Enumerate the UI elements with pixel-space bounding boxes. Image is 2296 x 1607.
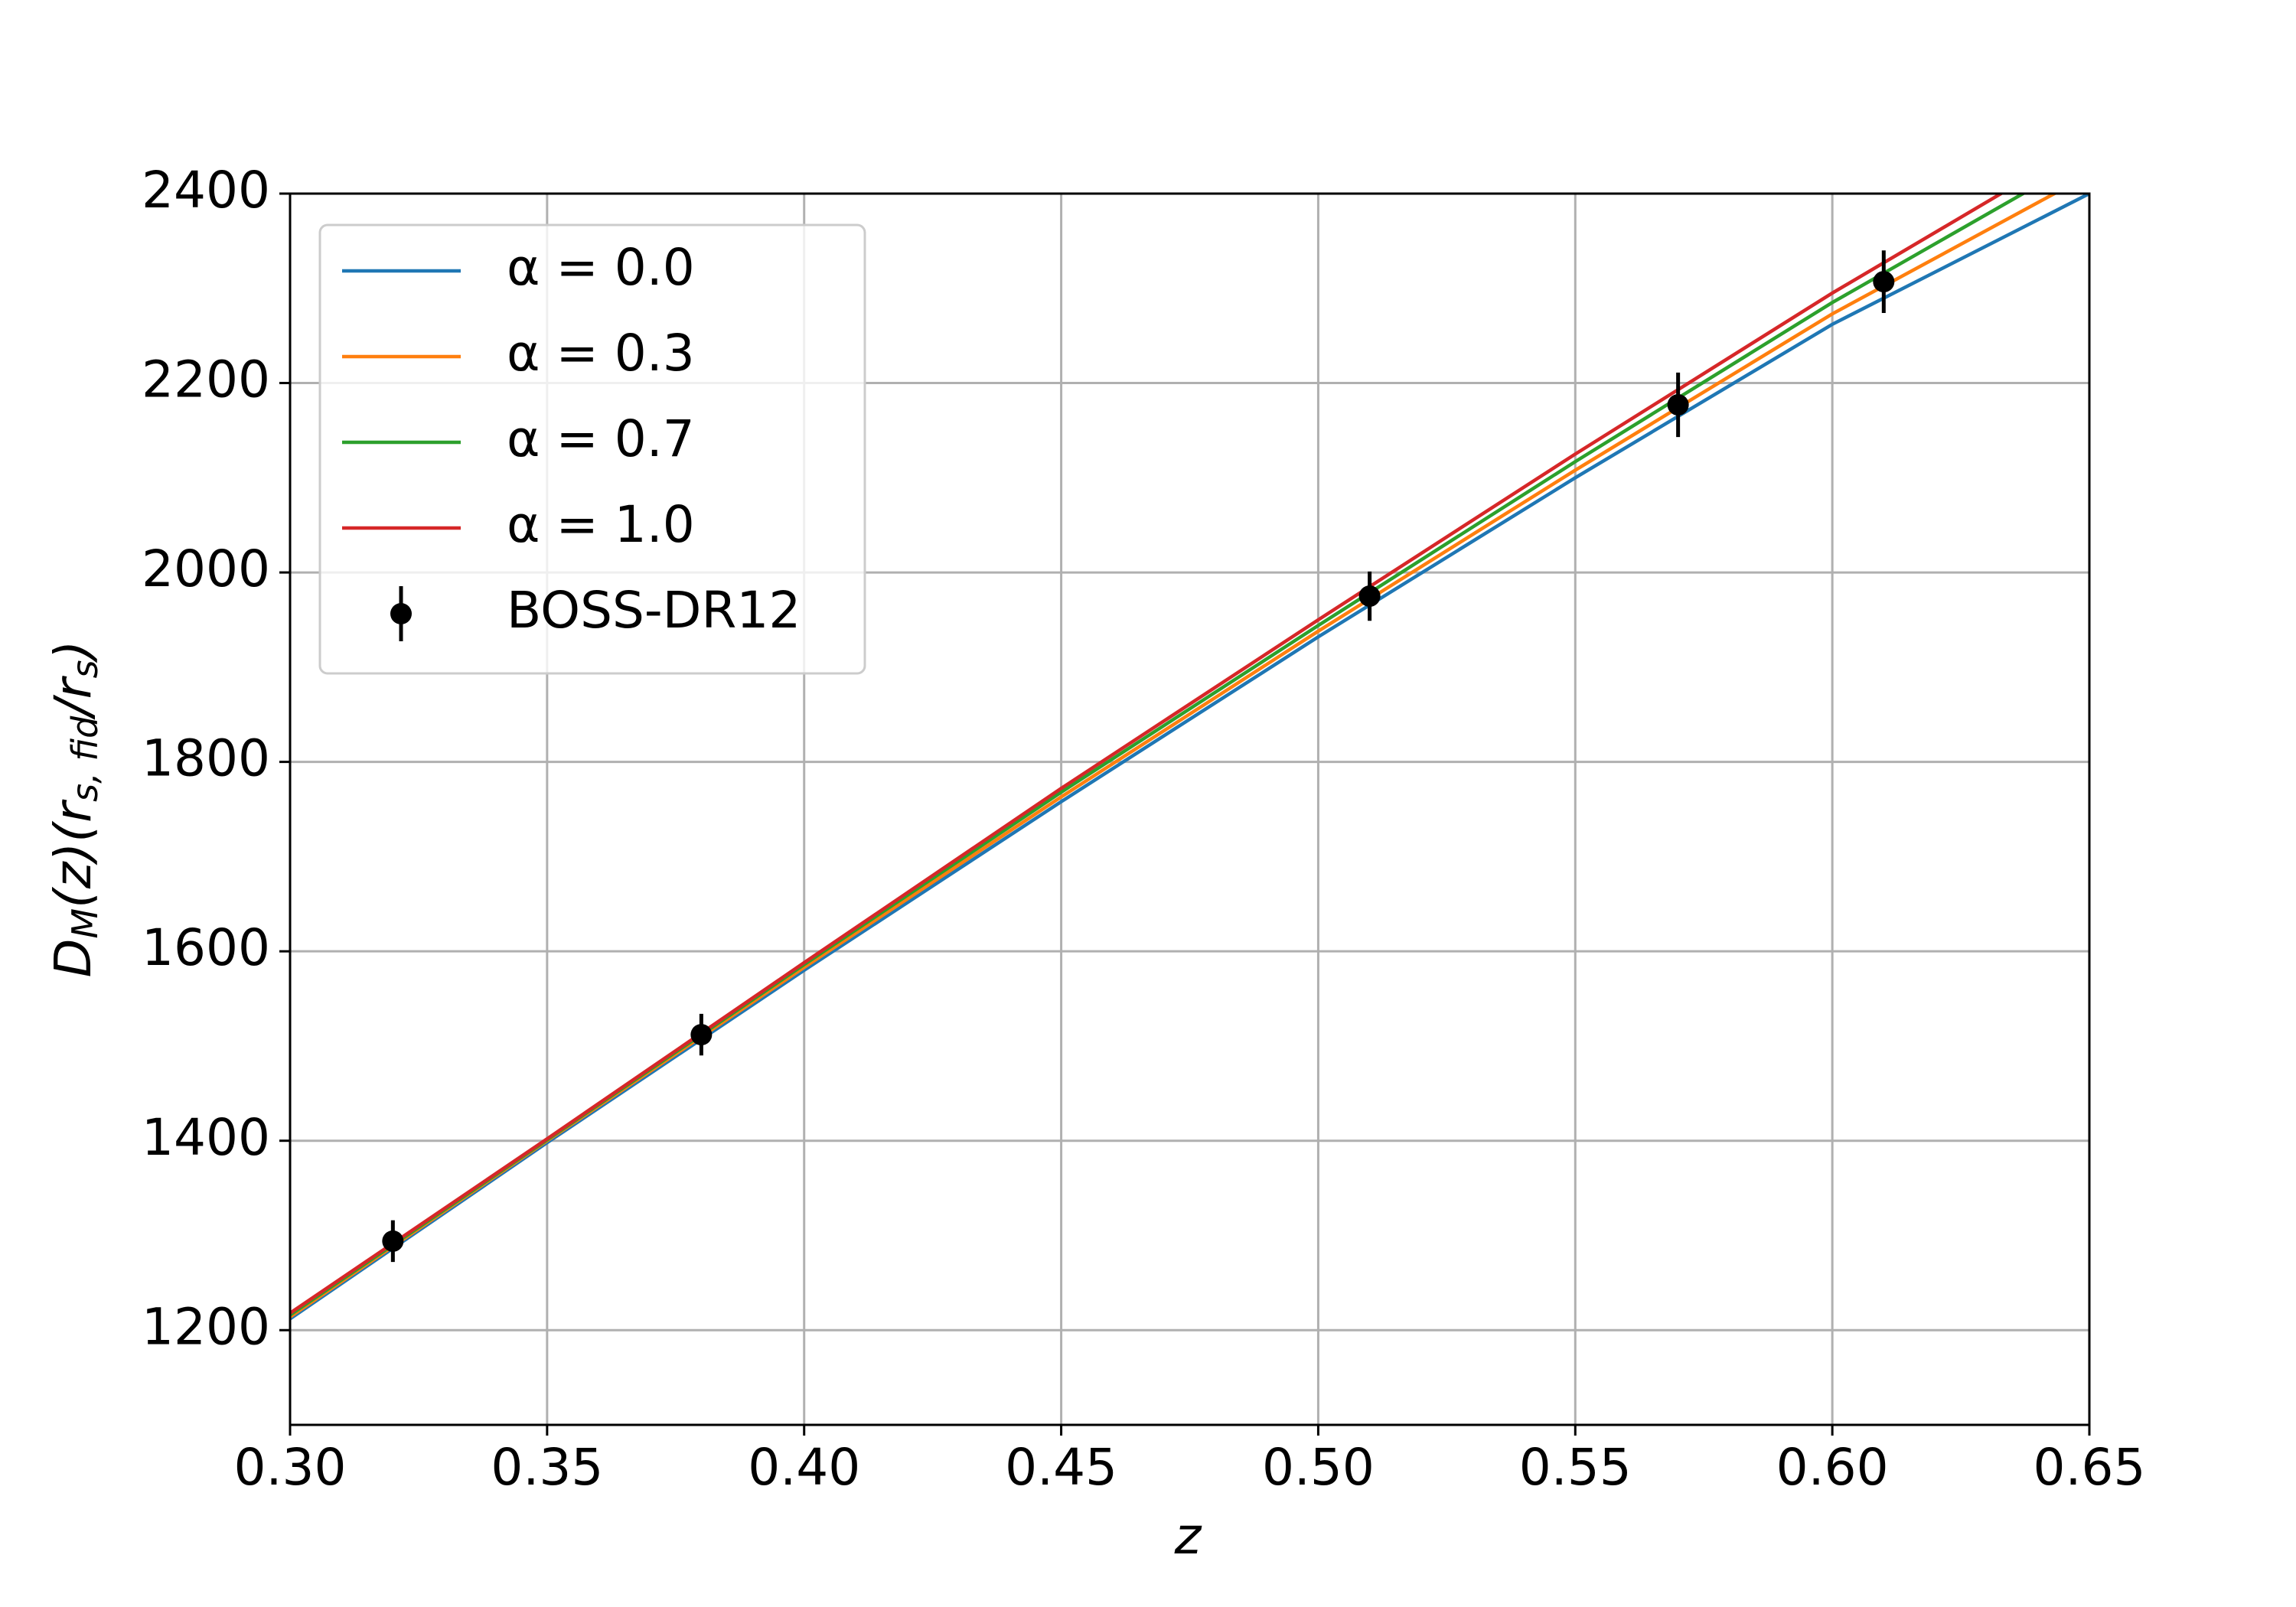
- legend-label: BOSS-DR12: [507, 581, 801, 640]
- axes-frame: [289, 192, 2091, 1426]
- legend-swatch: [390, 603, 412, 624]
- y-tick-label: 2200: [142, 350, 270, 409]
- series-line: [290, 194, 2004, 1315]
- x-tick-label: 0.65: [2033, 1438, 2146, 1497]
- y-label-part: /r: [44, 675, 103, 719]
- y-tick-label: 1600: [142, 918, 270, 977]
- y-tick-label: 1800: [142, 729, 270, 788]
- legend-label: α = 0.7: [507, 409, 695, 468]
- legend-label: α = 1.0: [507, 495, 695, 554]
- y-axis-label: DM(z)(rs, fid/rs): [44, 641, 105, 978]
- data-point: [1873, 271, 1895, 293]
- y-label-subscript: s: [64, 660, 106, 678]
- x-tick-label: 0.30: [234, 1438, 347, 1497]
- legend-label: α = 0.0: [507, 238, 695, 297]
- legend-box: [318, 223, 866, 675]
- data-point: [1358, 585, 1381, 608]
- y-label-subscript: s, fid: [64, 715, 106, 802]
- y-tick-label: 2000: [142, 539, 270, 598]
- x-tick-label: 0.45: [1005, 1438, 1117, 1497]
- y-label-part: ): [44, 641, 103, 664]
- y-tick-label: 2400: [142, 161, 270, 220]
- x-tick-label: 0.55: [1519, 1438, 1632, 1497]
- y-tick-label: 1400: [142, 1108, 270, 1167]
- x-tick-label: 0.35: [491, 1438, 603, 1497]
- y-tick-label: 1200: [142, 1297, 270, 1356]
- x-tick-label: 0.60: [1776, 1438, 1889, 1497]
- y-label-part: D: [44, 939, 103, 978]
- data-point: [690, 1024, 713, 1046]
- y-label-part: (z)(r: [44, 799, 103, 908]
- x-tick-label: 0.40: [748, 1438, 860, 1497]
- data-point: [382, 1230, 404, 1252]
- y-label-subscript: M: [64, 908, 106, 939]
- data-point: [1667, 394, 1689, 416]
- legend-label: α = 0.3: [507, 324, 695, 383]
- x-axis-label: z: [1174, 1507, 1202, 1566]
- x-tick-label: 0.50: [1262, 1438, 1375, 1497]
